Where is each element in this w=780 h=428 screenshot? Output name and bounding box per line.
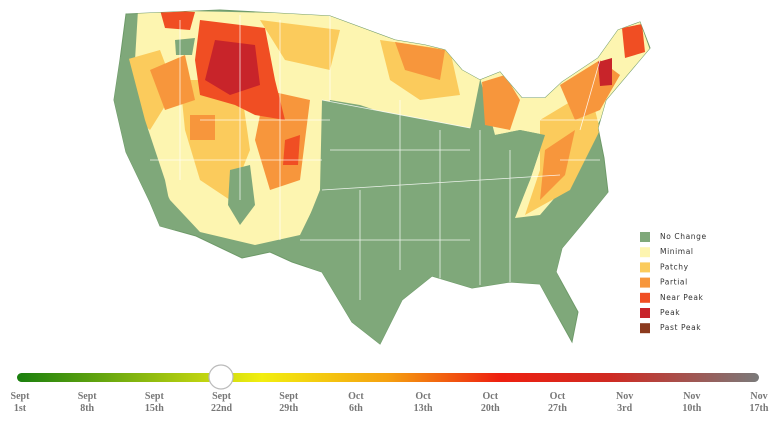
region-partial	[190, 115, 215, 140]
legend-label: No Change	[660, 232, 707, 241]
state-lines	[150, 15, 601, 300]
region-near-peak	[160, 10, 195, 30]
legend-swatch	[640, 262, 650, 273]
legend-label: Near Peak	[660, 293, 704, 302]
region-partial	[540, 130, 575, 200]
region-partial	[482, 75, 520, 130]
timeline-handle[interactable]	[208, 364, 234, 390]
legend-label: Past Peak	[660, 323, 701, 332]
timeline-month[interactable]: Oct	[348, 391, 364, 402]
legend-swatch	[640, 323, 650, 334]
timeline-day[interactable]: 22nd	[211, 403, 233, 414]
region-near-peak	[622, 24, 645, 58]
timeline-day[interactable]: 1st	[14, 403, 27, 414]
legend-swatch	[640, 277, 650, 288]
region-near-peak	[283, 135, 300, 165]
timeline-month[interactable]: Sept	[78, 391, 98, 402]
region-partial	[395, 42, 445, 80]
timeline-month[interactable]: Oct	[415, 391, 431, 402]
region-peak	[598, 58, 612, 86]
timeline-day[interactable]: 6th	[349, 403, 363, 414]
region-no-change	[175, 38, 195, 55]
timeline[interactable]: Sept1stSept8thSept15thSept22ndSept29thOc…	[11, 364, 769, 414]
legend-swatch	[640, 232, 650, 242]
timeline-month[interactable]: Nov	[683, 391, 700, 402]
timeline-day[interactable]: 17th	[750, 403, 769, 414]
legend-swatch	[640, 308, 650, 318]
timeline-day[interactable]: 10th	[682, 403, 701, 414]
region-peak	[205, 40, 260, 95]
timeline-day[interactable]: 20th	[481, 403, 500, 414]
legend-label: Minimal	[660, 247, 694, 256]
timeline-month[interactable]: Sept	[145, 391, 165, 402]
timeline-ticks: Sept1stSept8thSept15thSept22ndSept29thOc…	[11, 391, 769, 414]
us-map	[113, 9, 651, 345]
legend-label: Patchy	[660, 262, 689, 271]
region-partial	[150, 55, 195, 110]
legend: No Change Minimal Patchy Partial Near Peak Pe…	[640, 232, 707, 334]
timeline-month[interactable]: Nov	[616, 391, 633, 402]
timeline-month[interactable]: Sept	[11, 391, 31, 402]
timeline-month[interactable]: Oct	[482, 391, 498, 402]
timeline-day[interactable]: 15th	[145, 403, 164, 414]
legend-swatch	[640, 292, 650, 303]
foliage-regions	[114, 10, 650, 344]
timeline-day[interactable]: 13th	[414, 403, 433, 414]
timeline-day[interactable]: 3rd	[617, 403, 632, 414]
timeline-month[interactable]: Oct	[550, 391, 566, 402]
legend-label: Peak	[660, 308, 680, 317]
timeline-month[interactable]: Sept	[212, 391, 232, 402]
region-no-change	[228, 165, 255, 225]
legend-label: Partial	[660, 278, 688, 287]
timeline-month[interactable]: Sept	[279, 391, 299, 402]
timeline-day[interactable]: 29th	[279, 403, 298, 414]
timeline-day[interactable]: 27th	[548, 403, 567, 414]
timeline-month[interactable]: Nov	[750, 391, 767, 402]
legend-swatch	[640, 247, 650, 258]
timeline-day[interactable]: 8th	[80, 403, 94, 414]
timeline-track[interactable]	[17, 373, 759, 382]
